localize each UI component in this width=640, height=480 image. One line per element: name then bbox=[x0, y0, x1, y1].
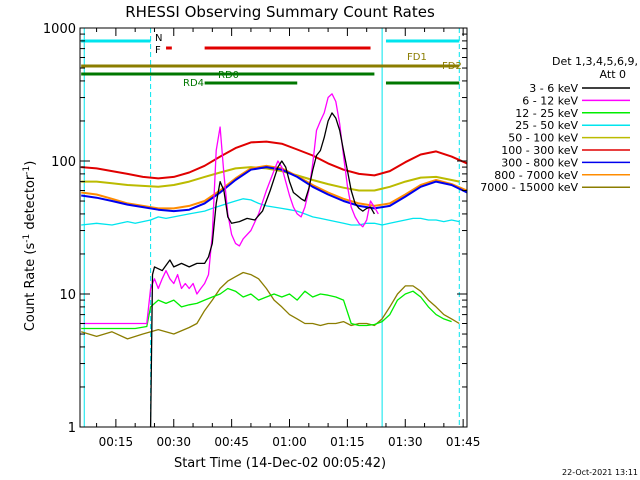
annotation-fd1: FD1 bbox=[407, 52, 427, 63]
series-lines bbox=[81, 93, 468, 428]
y-tick-label: 100 bbox=[51, 155, 76, 170]
axes-ticks: 00:15 00:30 00:45 01:00 01:15 01:30 01:45 1 10 10… bbox=[43, 22, 481, 449]
legend-label: 300 - 800 keV bbox=[501, 156, 578, 169]
annotation-rd0: RD0 bbox=[218, 70, 239, 81]
legend-title-attenuator: Att 0 bbox=[600, 68, 626, 81]
x-tick-label: 01:15 bbox=[330, 435, 365, 449]
series-line-3-6keV bbox=[149, 112, 375, 428]
x-axis-label: Start Time (14-Dec-02 00:05:42) bbox=[174, 456, 386, 471]
x-tick-label: 01:00 bbox=[272, 435, 307, 449]
flag-bars: NF bbox=[81, 33, 460, 85]
annotation-rd4: RD4 bbox=[183, 78, 204, 89]
legend-label: 50 - 100 keV bbox=[508, 132, 578, 145]
x-tick-label: 00:15 bbox=[99, 435, 134, 449]
series-line-300-800keV bbox=[81, 166, 468, 213]
legend-label: 7000 - 15000 keV bbox=[480, 181, 578, 194]
legend-title-detectors: Det 1,3,4,5,6,9, bbox=[552, 55, 638, 68]
flag-label-N: N bbox=[155, 33, 162, 44]
x-tick-label: 01:45 bbox=[446, 435, 481, 449]
chart-title: RHESSI Observing Summary Count Rates bbox=[125, 3, 435, 21]
y-tick-label: 10 bbox=[59, 288, 76, 303]
series-line-7000-15000keV bbox=[81, 271, 460, 340]
legend-label: 6 - 12 keV bbox=[522, 94, 578, 107]
x-tick-label: 01:30 bbox=[388, 435, 423, 449]
x-tick-label: 00:45 bbox=[214, 435, 249, 449]
y-tick-label: 1000 bbox=[43, 22, 76, 37]
annotation-fd2: FD2 bbox=[442, 61, 462, 72]
series-line-25-50keV bbox=[81, 198, 460, 226]
legend-label: 3 - 6 keV bbox=[529, 82, 578, 95]
legend-label: 100 - 300 keV bbox=[501, 144, 578, 157]
plot-frame bbox=[79, 27, 468, 428]
legend-label: 12 - 25 keV bbox=[515, 107, 578, 120]
legend-label: 25 - 50 keV bbox=[515, 119, 578, 132]
vertical-marker-lines bbox=[83, 28, 460, 427]
annotations: FD1 FD2 RD0 RD4 bbox=[183, 52, 462, 89]
y-tick-label: 1 bbox=[68, 421, 76, 436]
x-tick-label: 00:30 bbox=[156, 435, 191, 449]
flag-label-F: F bbox=[155, 45, 161, 56]
series-line-12-25keV bbox=[81, 287, 452, 330]
series-line-100-300keV bbox=[81, 140, 468, 180]
legend-label: 800 - 7000 keV bbox=[494, 169, 578, 182]
series-line-800-7000keV bbox=[81, 164, 468, 210]
footer-date: 22-Oct-2021 13:11 bbox=[562, 468, 638, 477]
y-axis-label: Count Rate (s-1 detector-1) bbox=[22, 161, 38, 332]
